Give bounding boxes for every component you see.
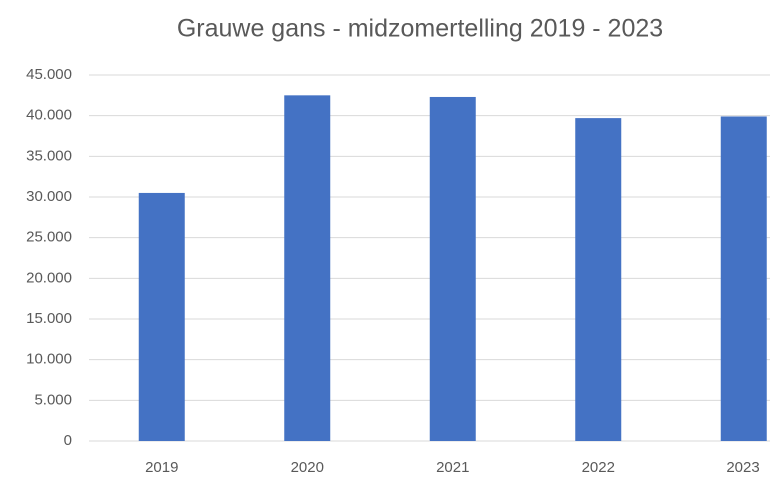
y-tick-label: 15.000 bbox=[26, 310, 72, 327]
y-tick-label: 10.000 bbox=[26, 351, 72, 368]
bar bbox=[720, 116, 767, 441]
y-tick-label: 20.000 bbox=[26, 269, 72, 286]
y-tick-label: 35.000 bbox=[26, 147, 72, 164]
bar bbox=[138, 192, 185, 441]
y-tick-label: 5.000 bbox=[34, 391, 72, 408]
y-tick-label: 0 bbox=[64, 432, 72, 449]
bar bbox=[429, 96, 476, 442]
x-tick-label: 2019 bbox=[145, 459, 178, 476]
x-tick-label: 2023 bbox=[726, 459, 759, 476]
y-tick-label: 30.000 bbox=[26, 188, 72, 205]
y-tick-label: 45.000 bbox=[26, 66, 72, 83]
bar bbox=[284, 95, 331, 441]
x-tick-label: 2021 bbox=[436, 459, 469, 476]
x-tick-label: 2022 bbox=[582, 459, 615, 476]
chart-title: Grauwe gans - midzomertelling 2019 - 202… bbox=[177, 15, 663, 43]
x-tick-label: 2020 bbox=[291, 459, 324, 476]
y-tick-label: 40.000 bbox=[26, 107, 72, 124]
y-tick-label: 25.000 bbox=[26, 229, 72, 246]
bar bbox=[575, 118, 622, 442]
